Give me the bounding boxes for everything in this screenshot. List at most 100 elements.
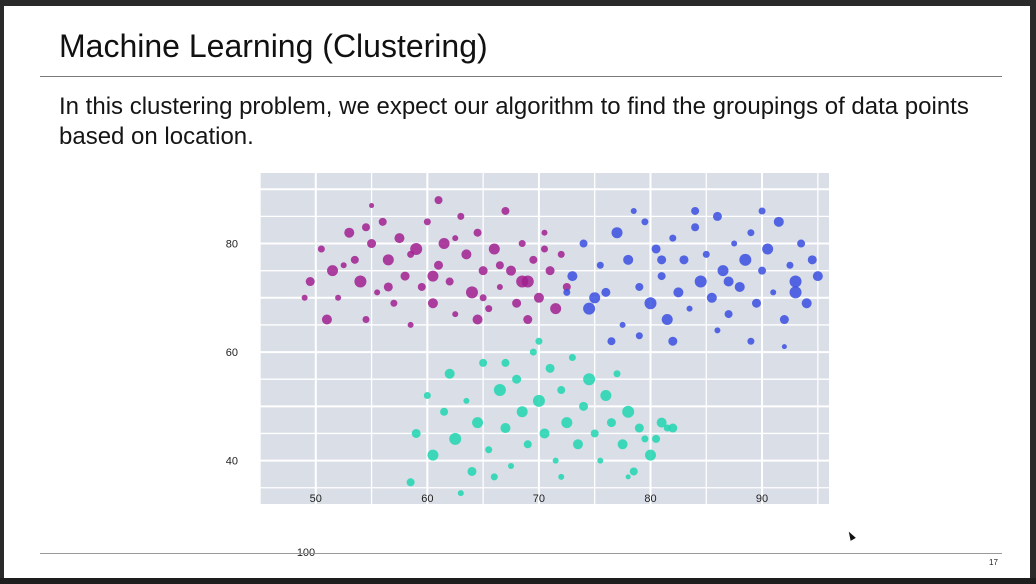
data-point	[600, 389, 612, 401]
data-point	[472, 314, 483, 325]
data-point	[317, 245, 325, 253]
data-point	[529, 255, 538, 264]
y-tick-label: 80	[226, 239, 238, 251]
data-point	[410, 242, 423, 255]
data-point	[567, 271, 578, 282]
data-point	[367, 239, 377, 249]
data-point	[427, 449, 439, 461]
data-point	[444, 368, 455, 379]
data-point	[495, 261, 504, 270]
slide-body-text: In this clustering problem, we expect ou…	[59, 93, 969, 150]
data-point	[651, 244, 661, 254]
data-point	[400, 271, 410, 281]
data-point	[557, 386, 566, 395]
data-point	[751, 298, 761, 308]
data-point	[691, 223, 700, 232]
data-point	[383, 282, 393, 292]
data-point	[394, 233, 405, 244]
data-point	[812, 271, 823, 282]
data-point	[635, 282, 644, 291]
data-point	[641, 435, 649, 443]
data-point	[434, 196, 443, 205]
data-point	[797, 239, 806, 248]
data-point	[673, 287, 684, 298]
data-point	[340, 262, 347, 269]
data-point	[773, 216, 784, 227]
data-point	[623, 254, 634, 265]
data-point	[724, 310, 733, 319]
data-point	[485, 305, 493, 313]
data-point	[629, 467, 638, 476]
data-point	[545, 363, 555, 373]
data-point	[472, 417, 484, 429]
data-point	[449, 432, 462, 445]
data-point	[686, 305, 693, 312]
data-point	[747, 337, 755, 345]
data-point	[596, 261, 604, 269]
slide: Machine Learning (Clustering) In this cl…	[4, 6, 1030, 578]
data-point	[473, 228, 482, 237]
data-point	[706, 292, 717, 303]
data-point	[583, 302, 596, 315]
data-point	[490, 473, 498, 481]
data-point	[452, 311, 459, 318]
data-point	[668, 336, 678, 346]
data-point	[641, 218, 649, 226]
data-point	[661, 314, 673, 326]
data-point	[606, 418, 616, 428]
data-point	[611, 227, 623, 239]
data-point	[739, 253, 752, 266]
data-point	[457, 212, 465, 220]
data-point	[656, 417, 667, 428]
data-point	[539, 428, 550, 439]
data-point	[467, 466, 477, 476]
data-point	[461, 249, 472, 260]
data-point	[327, 265, 339, 277]
data-point	[523, 440, 532, 449]
data-point	[440, 407, 449, 416]
x-tick-label: 70	[533, 493, 545, 505]
y-tick-label: 40	[226, 456, 238, 468]
slide-title: Machine Learning (Clustering)	[59, 28, 488, 64]
data-point	[747, 229, 755, 237]
data-point	[406, 478, 415, 487]
x-tick-label: 50	[310, 493, 322, 505]
data-point	[583, 373, 596, 386]
data-point	[770, 289, 777, 296]
data-point	[562, 282, 571, 291]
data-point	[479, 358, 488, 367]
data-point	[535, 337, 543, 345]
data-point	[465, 286, 478, 299]
data-point	[374, 289, 381, 296]
data-point	[479, 294, 487, 302]
data-point	[427, 298, 438, 309]
data-point	[668, 423, 678, 433]
data-point	[438, 238, 450, 250]
data-point	[558, 473, 565, 480]
data-point	[789, 275, 802, 288]
x-tick-label: 60	[421, 493, 433, 505]
data-point	[445, 277, 454, 286]
data-point	[523, 315, 533, 325]
data-point	[552, 457, 559, 464]
data-point	[533, 292, 544, 303]
data-point	[691, 206, 700, 215]
data-point	[630, 207, 637, 214]
slide-number: 17	[989, 558, 998, 567]
data-point	[434, 260, 444, 270]
data-point	[607, 337, 616, 346]
data-point	[423, 218, 431, 226]
data-point	[344, 227, 355, 238]
data-point	[779, 315, 789, 325]
data-point	[541, 245, 548, 253]
data-point	[590, 429, 599, 438]
data-point	[694, 275, 707, 288]
data-point	[669, 234, 677, 242]
data-point	[644, 449, 656, 461]
x-tick-label: 90	[756, 493, 768, 505]
data-point	[390, 299, 398, 307]
data-point	[485, 446, 493, 454]
data-point	[613, 370, 621, 378]
data-point	[382, 254, 394, 266]
data-point	[781, 344, 787, 350]
